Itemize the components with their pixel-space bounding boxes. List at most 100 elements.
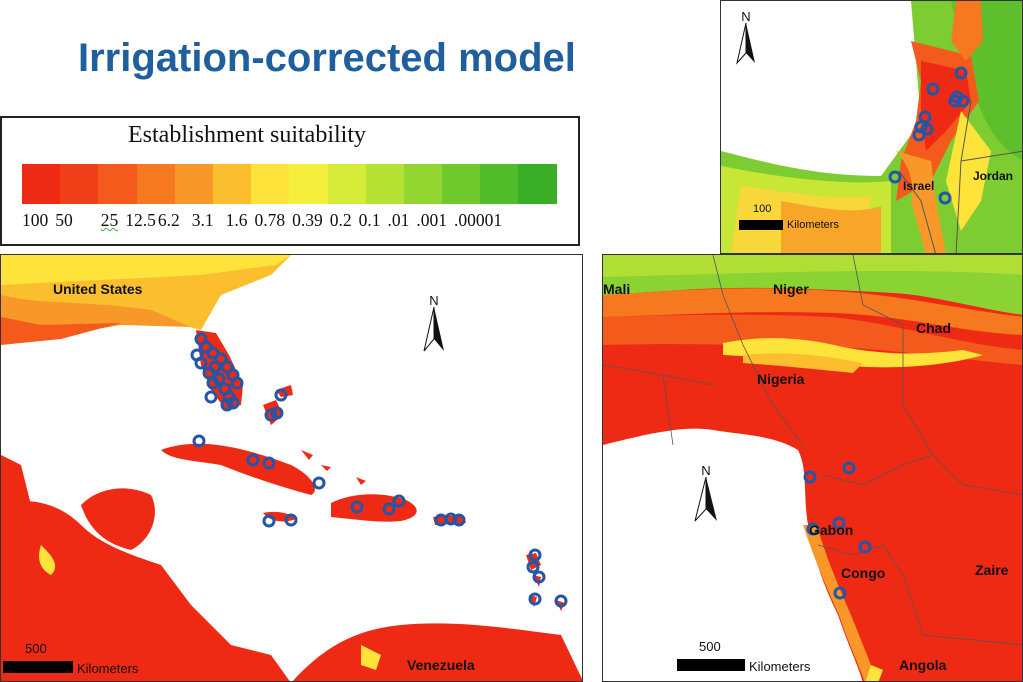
legend-label: 6.2: [157, 210, 180, 230]
occurrence-marker: [264, 408, 278, 422]
africa-map: N Mali Niger Chad Nigeria Gabon Congo Za…: [602, 254, 1023, 682]
occurrence-marker: [284, 513, 298, 527]
map-label-angola: Angola: [899, 657, 947, 673]
occurrence-marker: [192, 434, 206, 448]
occurrence-marker: [920, 122, 934, 136]
occurrence-marker: [948, 94, 962, 108]
scale-bar: [739, 220, 783, 230]
legend-swatch: [518, 164, 557, 204]
map-label-united-states: United States: [53, 281, 143, 297]
caribbean-map: N United States Venezuela 500 Kilometers: [0, 254, 583, 682]
map-label-mali: Mali: [603, 281, 631, 297]
occurrence-marker: [526, 560, 540, 574]
occurrence-marker: [382, 502, 396, 516]
legend-label: 3.1: [191, 210, 214, 230]
occurrence-marker: [312, 476, 326, 490]
occurrence-marker: [554, 594, 568, 608]
legend-swatch: [174, 164, 213, 204]
legend-label: .01: [387, 210, 410, 230]
scale-unit: Kilometers: [787, 219, 839, 231]
legend-color-ramp: [22, 164, 557, 204]
north-arrow-icon: N: [735, 9, 757, 65]
legend-swatch: [289, 164, 328, 204]
occurrence-marker: [833, 586, 847, 600]
occurrence-marker: [220, 398, 234, 412]
legend-swatch: [212, 164, 252, 204]
occurrence-marker: [214, 352, 228, 366]
occurrence-marker: [350, 500, 364, 514]
occurrence-marker: [832, 516, 846, 530]
map-label-israel: Israel: [903, 179, 935, 193]
legend-label: 100: [22, 210, 49, 230]
occurrence-marker: [806, 522, 820, 536]
occurrence-marker: [926, 82, 940, 96]
map-label-nigeria: Nigeria: [757, 371, 805, 387]
occurrence-marker: [888, 170, 902, 184]
occurrence-marker: [528, 592, 542, 606]
occurrence-marker: [206, 346, 220, 360]
occurrence-marker: [954, 66, 968, 80]
scale-unit: Kilometers: [749, 659, 811, 674]
legend-label: 0.39: [292, 210, 323, 230]
occurrence-marker: [262, 514, 276, 528]
map-label-niger: Niger: [773, 281, 809, 297]
legend-label: 0.1: [358, 210, 381, 230]
north-arrow-icon: N: [423, 293, 445, 353]
slide-title: Irrigation-corrected model: [78, 36, 576, 80]
legend-label: 25: [100, 210, 119, 230]
scale-value: 100: [753, 203, 772, 215]
legend-swatch: [442, 164, 481, 204]
legend-label: 1.6: [225, 210, 248, 230]
caribbean-map-canvas: [1, 255, 582, 681]
legend-swatch: [327, 164, 366, 204]
occurrence-marker: [956, 94, 970, 108]
legend-title: Establishment suitability: [128, 122, 366, 148]
occurrence-marker: [194, 356, 208, 370]
legend-label: .00001: [454, 210, 503, 230]
legend-label: 0.78: [254, 210, 286, 230]
occurrence-marker: [220, 360, 234, 374]
occurrence-marker: [274, 388, 288, 402]
legend-swatch: [480, 164, 519, 204]
occurrence-marker: [204, 390, 218, 404]
israel-map: N Israel Jordan 100 Kilometers: [720, 0, 1023, 254]
north-arrow-icon: N: [693, 463, 719, 523]
occurrence-marker: [528, 548, 542, 562]
scale-value: 500: [699, 639, 721, 654]
occurrence-marker: [226, 396, 240, 410]
occurrence-marker: [452, 513, 466, 527]
occurrence-marker: [912, 128, 926, 142]
suitability-legend: Establishment suitability 100 50 25 12.5 6.2…: [0, 116, 580, 246]
occurrence-marker: [532, 570, 546, 584]
occurrence-marker: [444, 512, 458, 526]
scale-bar: [3, 661, 73, 673]
map-label-congo: Congo: [841, 565, 886, 581]
map-label-gabon: Gabon: [809, 522, 854, 538]
occurrence-marker: [858, 540, 872, 554]
legend-swatch: [22, 164, 61, 204]
map-label-chad: Chad: [916, 320, 951, 336]
map-label-jordan: Jordan: [973, 169, 1014, 183]
occurrence-marker: [230, 376, 244, 390]
legend-swatch: [403, 164, 443, 204]
occurrence-marker: [206, 376, 220, 390]
occurrence-marker: [270, 406, 284, 420]
map-label-venezuela: Venezuela: [407, 657, 475, 673]
occurrence-marker: [914, 120, 928, 134]
legend-label: 12.5: [125, 210, 156, 230]
occurrence-marker: [262, 456, 276, 470]
scale-unit: Kilometers: [77, 661, 139, 676]
occurrence-marker: [246, 453, 260, 467]
legend-swatch: [136, 164, 175, 204]
occurrence-marker: [392, 494, 406, 508]
legend-swatch: [60, 164, 99, 204]
legend-labels: 100 50 25 12.5 6.2 3.1 1.6 0.78 0.39 0.2 0.1 .01 .00…: [22, 210, 509, 231]
scale-value: 500: [25, 641, 47, 656]
legend-swatch: [365, 164, 404, 204]
map-label-zaire: Zaire: [975, 562, 1009, 578]
occurrence-marker: [842, 461, 856, 475]
africa-map-canvas: [603, 255, 1022, 681]
legend-swatch: [98, 164, 137, 204]
occurrence-marker: [938, 191, 952, 205]
scale-bar: [677, 659, 745, 671]
